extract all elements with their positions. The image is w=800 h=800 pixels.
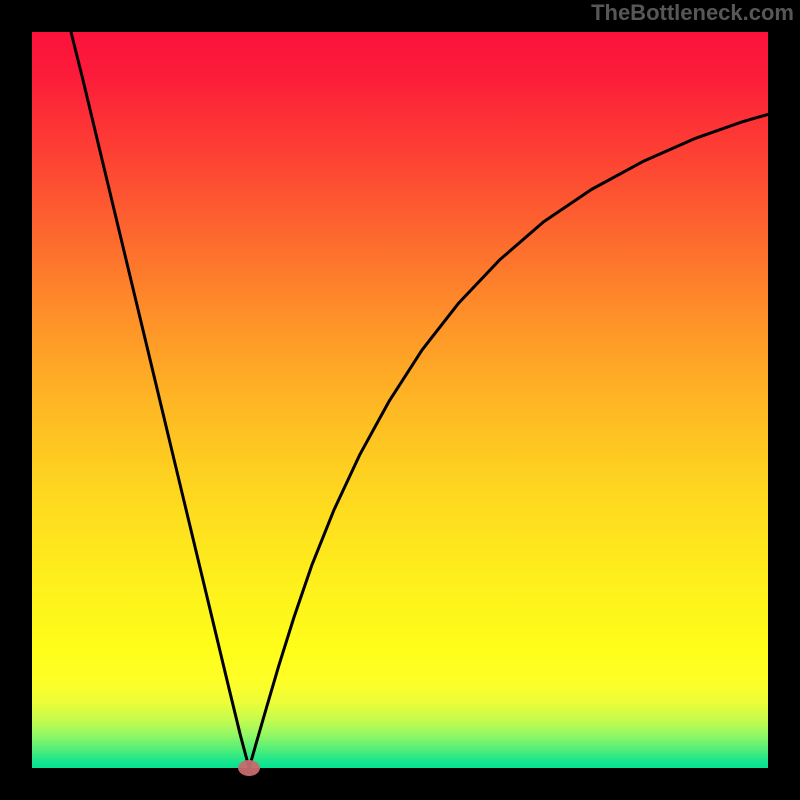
watermark-label: TheBottleneck.com	[591, 0, 794, 26]
curve-svg	[32, 32, 768, 768]
minimum-marker	[238, 760, 260, 776]
bottleneck-curve	[71, 32, 768, 768]
plot-area	[32, 32, 768, 768]
